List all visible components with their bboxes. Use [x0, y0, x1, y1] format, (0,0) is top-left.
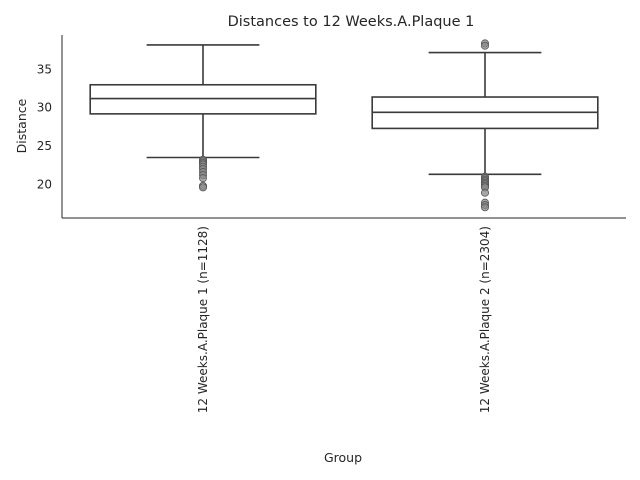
outlier-point [198, 174, 207, 183]
outlier-point [480, 203, 489, 212]
x-tick-label: 12 Weeks.A.Plaque 2 (n=2304) [478, 226, 492, 413]
y-tick-label: 35 [37, 62, 52, 76]
y-axis-ticks: 20 25 30 35 [37, 62, 52, 191]
x-axis-ticks: 12 Weeks.A.Plaque 1 (n=1128) 12 Weeks.A.P… [196, 226, 492, 413]
box-group-1 [89, 44, 317, 192]
y-tick-label: 25 [37, 139, 52, 153]
x-axis-label: Group [324, 450, 362, 465]
y-tick-label: 30 [37, 101, 52, 115]
chart-title: Distances to 12 Weeks.A.Plaque 1 [228, 14, 475, 30]
y-axis-label: Distance [14, 98, 29, 153]
box-group-2 [371, 39, 599, 212]
outlier-point [480, 188, 489, 197]
plot-area [89, 39, 599, 212]
x-tick-label: 12 Weeks.A.Plaque 1 (n=1128) [196, 226, 210, 413]
outlier-point [198, 183, 207, 192]
outlier-point [480, 41, 489, 50]
y-tick-label: 20 [37, 177, 52, 191]
